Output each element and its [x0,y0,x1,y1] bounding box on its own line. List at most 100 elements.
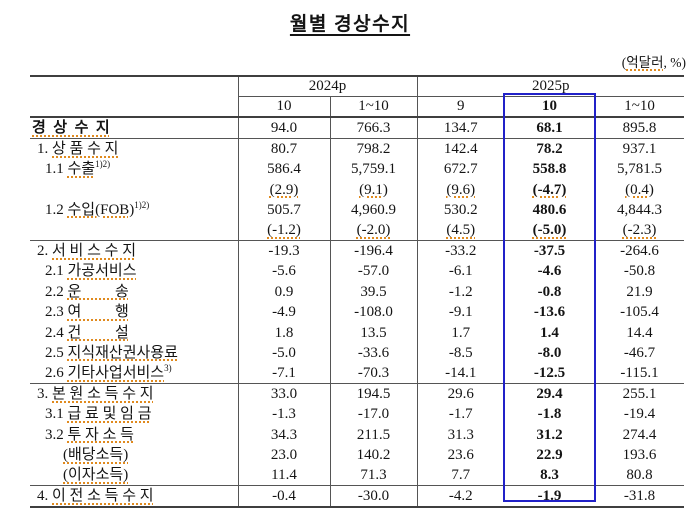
cell-2025-10: -0.8 [537,283,562,300]
cell-2024-1to10: (-2.0) [330,220,418,241]
header-col-2024-1to10: 1~10 [330,96,418,118]
row-label-cell: 3.2 투 자 소 득 [30,424,239,445]
cell-2024-10: 586.4 [238,159,331,180]
cell-2025-1to10: -115.1 [620,365,659,382]
cell-2025-10: 29.4 [504,383,595,405]
cell-2025-9: -8.5 [448,344,473,361]
cell-2025-1to10: 21.9 [626,283,653,300]
row-number: 2.6 [45,365,68,382]
footnote-marker: 1)2) [95,159,111,170]
cell-2024-10: 1.8 [238,322,331,343]
table-row: 2.1 가공서비스 -5.6 -57.0 -6.1 -4.6 -50.8 [30,261,684,282]
table-row: (이자소득) 11.4 71.3 7.7 8.3 80.8 [30,465,684,486]
row-label: 기타사업서비스 [67,365,165,382]
cell-2025-9: 142.4 [417,138,504,159]
cell-2024-1to10: -196.4 [330,240,418,262]
cell-2025-10: 558.8 [532,161,567,178]
balance-of-payments-table: 2024p 2025p 10 1~10 9 10 1~10 경 상 수 지 94… [30,75,685,509]
cell-2024-10: -19.3 [238,240,331,262]
row-label-cell: 2.4 건 설 [30,322,239,343]
cell-2025-1to10: -264.6 [595,240,685,262]
cell-2025-9: -1.2 [448,283,473,300]
table-row: 1.1 수출1)2) 586.4 5,759.1 672.7 558.8 5,7… [30,159,684,180]
cell-2024-1to10: 766.3 [330,117,418,139]
row-label: 급 료 및 임 금 [67,406,152,423]
row-number: 2.2 [45,283,68,300]
table-row: 3. 본 원 소 득 수 지 33.0 194.5 29.6 29.4 255.… [30,383,685,405]
table-row: (2.9) (9.1) (9.6) (-4.7) (0.4) [30,179,684,200]
cell-2025-1to10: 937.1 [595,138,685,159]
cell-2025-10: -12.5 [533,365,566,382]
row-label: 건 설 [67,324,129,341]
cell-2025-1to10: -31.8 [595,485,685,509]
header-subrow: 10 1~10 9 10 1~10 [30,96,685,118]
row-label: 상 품 수 지 [52,141,119,157]
cell-2024-10: -5.6 [238,261,331,282]
cell-2025-9: 7.7 [451,467,471,484]
cell-2025-1to10: -46.7 [623,344,656,361]
cell-2024-10: 23.0 [238,444,331,466]
cell-2024-1to10: -108.0 [330,301,418,323]
cell-2024-10: -7.1 [238,363,331,384]
row-number: 2.3 [45,304,68,321]
cell-2024-10: -4.9 [238,301,331,323]
cell-2024-1to10: 5,759.1 [330,159,418,180]
cell-2024-1to10: 13.5 [330,322,418,343]
cell-2024-10: 94.0 [238,117,331,139]
cell-2025-9: -9.1 [448,304,473,321]
cell-2024-1to10: 194.5 [330,383,418,405]
cell-2024-10: 34.3 [238,424,331,445]
cell-2024-10: -0.4 [238,485,331,509]
cell-2025-1to10: 193.6 [622,447,657,464]
table-row: (배당소득) 23.0 140.2 23.6 22.9 193.6 [30,444,684,466]
table-row: 1. 상 품 수 지 80.7 798.2 142.4 78.2 937.1 [30,138,685,159]
unit-note: (억달러, %) [622,51,686,71]
cell-2025-9: 672.7 [443,161,478,178]
cell-2025-10: (-4.7) [532,181,567,198]
cell-2025-10: 1.4 [540,324,559,341]
cell-2024-1to10: 140.2 [330,444,418,466]
row-label: 운 송 [67,283,129,300]
cell-2025-9: -1.7 [448,406,473,423]
cell-2025-9: 31.3 [447,426,474,443]
cell-2024-10: -1.3 [238,404,331,425]
cell-2025-10: 8.3 [540,467,559,484]
row-label: (배당소득) [63,447,129,464]
table-row: 2.5 지식재산권사용료 -5.0 -33.6 -8.5 -8.0 -46.7 [30,342,684,364]
cell-2025-9: 134.7 [443,120,478,136]
footnote-marker: 3) [164,363,172,374]
cell-2025-1to10: 5,781.5 [617,161,663,178]
cell-2025-9: (9.6) [446,181,476,198]
row-label: (이자소득) [63,467,129,484]
row-number: 1.1 [45,161,68,178]
row-label-cell: 2.2 운 송 [30,281,239,302]
row-label-cell: 4. 이 전 소 득 수 지 [30,485,239,509]
row-label-cell: 1.2 수입(FOB)1)2) [30,199,239,221]
table-header: 2024p 2025p 10 1~10 9 10 1~10 [30,75,685,118]
cell-2025-9: 23.6 [447,447,474,464]
cell-2024-1to10: 4,960.9 [330,199,418,221]
cell-2025-10: -1.9 [504,485,595,509]
cell-2025-1to10: 255.1 [595,383,685,405]
cell-2025-9: 1.7 [451,324,471,341]
row-number: 2. [37,243,52,260]
cell-2024-1to10: (9.1) [330,179,418,200]
unit-note-open: ( [621,55,627,70]
cell-2024-10: 80.7 [238,138,331,159]
cell-2024-10: 11.4 [238,465,331,486]
table-body: 경 상 수 지 94.0 766.3 134.7 68.1 895.8 1. 상… [30,117,685,509]
header-label-cell [30,96,239,118]
header-col-2024-10: 10 [238,96,331,118]
cell-2025-1to10: 274.4 [622,426,657,443]
table-row: 2.2 운 송 0.9 39.5 -1.2 -0.8 21.9 [30,281,684,302]
cell-2024-1to10: 39.5 [330,281,418,302]
row-label-cell: 2.3 여 행 [30,301,239,323]
cell-2025-9: -6.1 [448,263,473,280]
cell-2024-1to10: -30.0 [330,485,418,509]
cell-2025-9: -33.2 [417,240,504,262]
row-number: 3.1 [45,406,68,423]
table-row: 4. 이 전 소 득 수 지 -0.4 -30.0 -4.2 -1.9 -31.… [30,485,685,509]
cell-2024-10: 33.0 [238,383,331,405]
cell-2025-9: -4.2 [417,485,504,509]
